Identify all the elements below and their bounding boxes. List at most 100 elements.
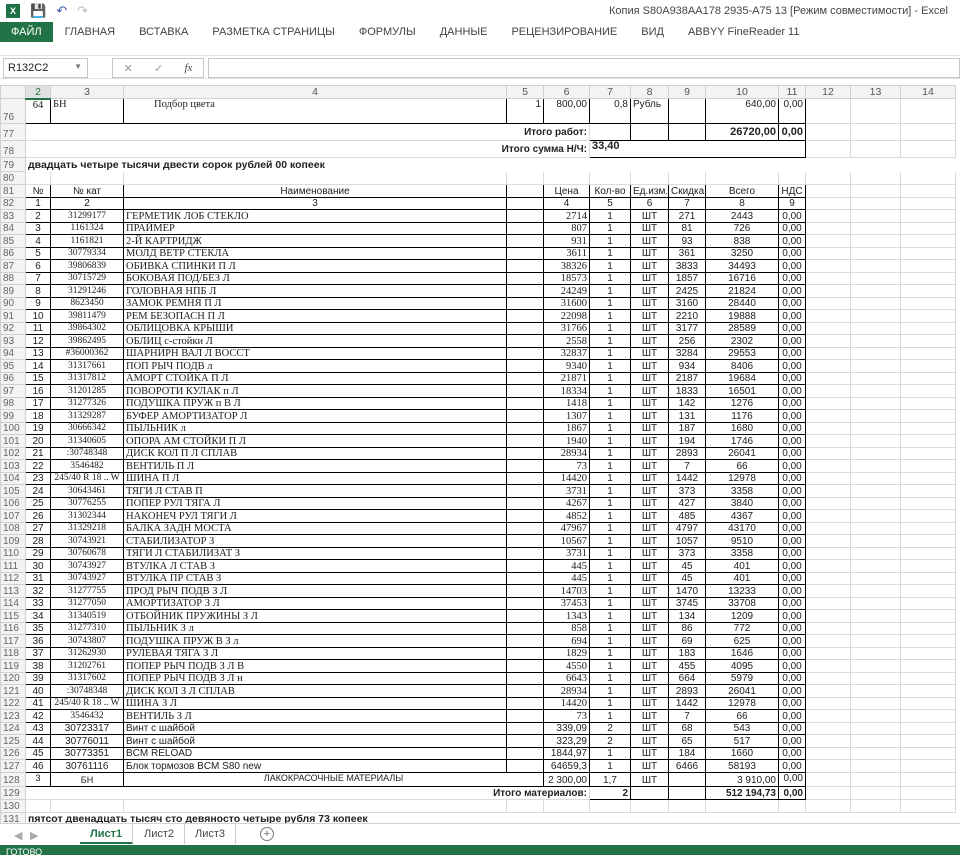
cell-empty[interactable] bbox=[506, 296, 544, 310]
materials-total-label[interactable]: Итого материалов: bbox=[25, 785, 590, 800]
cell-n[interactable]: 13 bbox=[25, 346, 51, 360]
column-header[interactable]: 10 bbox=[705, 85, 779, 99]
row-header[interactable]: 112 bbox=[0, 571, 26, 585]
cell-unit[interactable]: ШТ bbox=[630, 284, 669, 298]
row-header[interactable]: 117 bbox=[0, 634, 26, 648]
cell-empty[interactable] bbox=[506, 446, 544, 460]
cell-empty[interactable] bbox=[506, 321, 544, 335]
works-total-label[interactable]: Итого работ: bbox=[25, 123, 590, 141]
cell-total[interactable]: 517 bbox=[705, 734, 779, 748]
cell-vat[interactable]: 0,00 bbox=[778, 246, 806, 260]
cell-qty[interactable]: 1 bbox=[589, 609, 631, 623]
cell-qty[interactable]: 1 bbox=[589, 596, 631, 610]
cell-empty[interactable] bbox=[805, 671, 851, 685]
redo-icon[interactable]: ↷ bbox=[77, 3, 88, 18]
cell-cat[interactable]: БН bbox=[50, 771, 124, 787]
scroll-right-icon[interactable]: ▶ bbox=[30, 830, 39, 842]
column-header[interactable]: 8 bbox=[630, 85, 669, 99]
cell-total[interactable]: 16501 bbox=[705, 384, 779, 398]
cell-empty[interactable] bbox=[630, 123, 669, 141]
cell-qty[interactable]: 1 bbox=[589, 321, 631, 335]
tab-abbyy[interactable]: ABBYY FineReader 11 bbox=[687, 26, 800, 38]
cell-name[interactable]: ПРОД РЫЧ ПОДВ З Л bbox=[123, 584, 507, 598]
cell-empty[interactable] bbox=[850, 321, 901, 335]
cell-unit[interactable]: ШТ bbox=[630, 634, 669, 648]
chevron-down-icon[interactable]: ▼ bbox=[74, 62, 82, 71]
row-header[interactable]: 116 bbox=[0, 621, 26, 635]
cell-unit[interactable]: ШТ bbox=[630, 671, 669, 685]
cell-vat[interactable]: 0,00 bbox=[778, 621, 806, 635]
cell-empty[interactable] bbox=[506, 571, 544, 585]
cell-empty[interactable] bbox=[805, 521, 851, 535]
cell-empty[interactable] bbox=[805, 471, 851, 485]
cell-empty[interactable] bbox=[805, 496, 851, 510]
cell-unit[interactable]: ШТ bbox=[630, 621, 669, 635]
cell-price[interactable]: 73 bbox=[543, 709, 590, 723]
cell-unit[interactable]: ШТ bbox=[630, 721, 669, 735]
cell-empty[interactable] bbox=[900, 359, 956, 373]
cell-empty[interactable] bbox=[900, 759, 956, 773]
row-header[interactable]: 91 bbox=[0, 309, 26, 323]
cell-empty[interactable] bbox=[900, 709, 956, 723]
cell-empty[interactable] bbox=[123, 171, 507, 185]
cell-empty[interactable] bbox=[25, 798, 51, 813]
cell-n[interactable]: 40 bbox=[25, 684, 51, 698]
cell-unit[interactable]: ШТ bbox=[630, 209, 669, 223]
spreadsheet-grid[interactable]: 2 3 4 5 6 7 8 9 10 11 12 13 14 76 64 БН … bbox=[0, 85, 960, 823]
cell-qty[interactable]: 1 bbox=[589, 546, 631, 560]
cell-empty[interactable] bbox=[850, 546, 901, 560]
cell-price[interactable]: 14420 bbox=[543, 471, 590, 485]
cell-empty[interactable] bbox=[668, 171, 706, 185]
column-title[interactable]: Наименование bbox=[123, 184, 507, 198]
cell-name[interactable]: ТЯГИ Л СТАВ П bbox=[123, 484, 507, 498]
cell-unit[interactable]: ШТ bbox=[630, 684, 669, 698]
cell-empty[interactable] bbox=[805, 184, 851, 198]
cell-total[interactable]: 401 bbox=[705, 559, 779, 573]
cell-qty[interactable]: 1 bbox=[589, 446, 631, 460]
cell-discount[interactable]: 6466 bbox=[668, 759, 706, 773]
cell-price[interactable]: 4267 bbox=[543, 496, 590, 510]
cell-vat[interactable]: 0,00 bbox=[778, 459, 806, 473]
cell-empty[interactable] bbox=[900, 671, 956, 685]
row-header[interactable]: 111 bbox=[0, 559, 26, 573]
cell-empty[interactable] bbox=[805, 446, 851, 460]
select-all-corner[interactable] bbox=[0, 85, 26, 99]
cell-empty[interactable] bbox=[850, 785, 901, 800]
cell-empty[interactable] bbox=[850, 621, 901, 635]
cell-qty[interactable]: 1 bbox=[589, 296, 631, 310]
cell-unit[interactable]: ШТ bbox=[630, 496, 669, 510]
cell-qty[interactable]: 1 bbox=[589, 346, 631, 360]
cell-empty[interactable] bbox=[900, 384, 956, 398]
cell-empty[interactable] bbox=[900, 396, 956, 410]
cell-cat[interactable]: БН bbox=[50, 98, 124, 124]
column-header[interactable]: 7 bbox=[589, 85, 631, 99]
cell-discount[interactable]: 361 bbox=[668, 246, 706, 260]
cell-empty[interactable] bbox=[900, 321, 956, 335]
cell-discount[interactable]: 7 bbox=[668, 459, 706, 473]
cell-empty[interactable] bbox=[805, 284, 851, 298]
cell-empty[interactable] bbox=[900, 659, 956, 673]
function-icon[interactable]: fx bbox=[184, 62, 193, 74]
cell-qty[interactable]: 1 bbox=[589, 584, 631, 598]
works-total-vat[interactable]: 0,00 bbox=[778, 123, 806, 141]
cell-n[interactable]: 46 bbox=[25, 759, 51, 773]
cell-total[interactable]: 401 bbox=[705, 571, 779, 585]
cell-cat[interactable]: 1161324 bbox=[50, 221, 124, 235]
cell-empty[interactable] bbox=[900, 446, 956, 460]
cell-vat[interactable]: 0,00 bbox=[778, 284, 806, 298]
cell-empty[interactable] bbox=[850, 634, 901, 648]
cell-name[interactable]: ВТУЛКА Л СТАВ З bbox=[123, 559, 507, 573]
sheet-tab-3[interactable]: Лист3 bbox=[185, 824, 237, 844]
cell-qty[interactable]: 1 bbox=[589, 259, 631, 273]
cell-n[interactable]: 2 bbox=[25, 209, 51, 223]
cell-name[interactable]: ОБЛИЦ с-стойки Л bbox=[123, 334, 507, 348]
cell-empty[interactable] bbox=[850, 421, 901, 435]
cell-empty[interactable] bbox=[850, 798, 901, 813]
row-header[interactable]: 127 bbox=[0, 759, 26, 773]
row-header[interactable]: 89 bbox=[0, 284, 26, 298]
cell-empty[interactable] bbox=[850, 721, 901, 735]
cell-empty[interactable] bbox=[850, 746, 901, 760]
cell-name[interactable]: ПОВОРОТИ КУЛАК п Л bbox=[123, 384, 507, 398]
cell-total[interactable]: 2443 bbox=[705, 209, 779, 223]
cell-unit[interactable]: ШТ bbox=[630, 259, 669, 273]
